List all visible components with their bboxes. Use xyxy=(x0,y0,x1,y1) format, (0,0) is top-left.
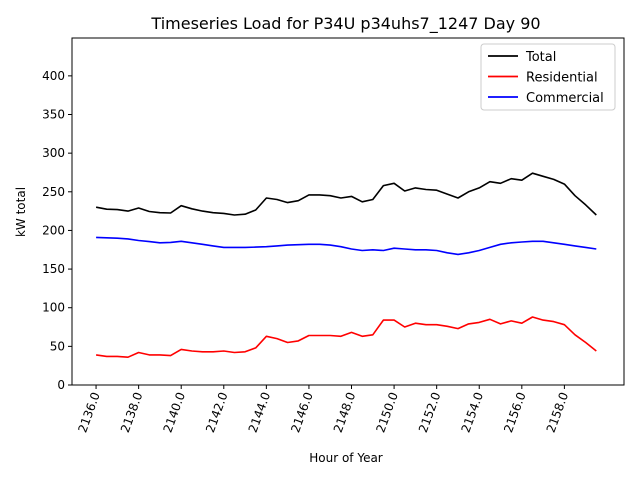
legend: Total Residential Commercial xyxy=(480,43,616,111)
y-tick-label: 50 xyxy=(50,339,65,353)
legend-label-residential: Residential xyxy=(526,71,598,86)
y-tick-label: 100 xyxy=(42,301,65,315)
legend-label-commercial: Commercial xyxy=(526,91,604,106)
x-tick-label: 2146.0 xyxy=(288,390,316,434)
y-tick-label: 150 xyxy=(42,262,65,276)
y-tick-label: 250 xyxy=(42,185,65,199)
x-tick-label: 2140.0 xyxy=(161,390,189,434)
x-axis-label: Hour of Year xyxy=(309,451,383,465)
series-line-residential xyxy=(95,316,597,359)
y-tick-label: 350 xyxy=(42,108,65,122)
x-tick-label: 2148.0 xyxy=(331,390,359,434)
x-tick-label: 2150.0 xyxy=(373,390,401,434)
x-tick-label: 2136.0 xyxy=(75,390,103,434)
x-tick-label: 2156.0 xyxy=(501,390,529,434)
legend-box xyxy=(480,43,616,111)
y-axis-label: kW total xyxy=(14,187,28,237)
series-line-commercial xyxy=(96,236,597,256)
y-tick-label: 400 xyxy=(42,69,65,83)
y-tick-label: 0 xyxy=(57,378,65,392)
x-tick-label: 2144.0 xyxy=(246,390,274,434)
legend-label-total: Total xyxy=(525,50,556,65)
series-line-total xyxy=(95,172,597,216)
plot-frame xyxy=(71,37,625,386)
y-tick-label: 300 xyxy=(42,146,65,160)
y-tick-label: 200 xyxy=(42,223,65,237)
x-tick-label: 2154.0 xyxy=(459,390,487,434)
x-tick-label: 2152.0 xyxy=(416,390,444,434)
chart-title: Timeseries Load for P34U p34uhs7_1247 Da… xyxy=(150,14,540,34)
x-tick-label: 2138.0 xyxy=(118,390,146,434)
x-tick-label: 2158.0 xyxy=(544,390,572,434)
x-tick-label: 2142.0 xyxy=(203,390,231,434)
